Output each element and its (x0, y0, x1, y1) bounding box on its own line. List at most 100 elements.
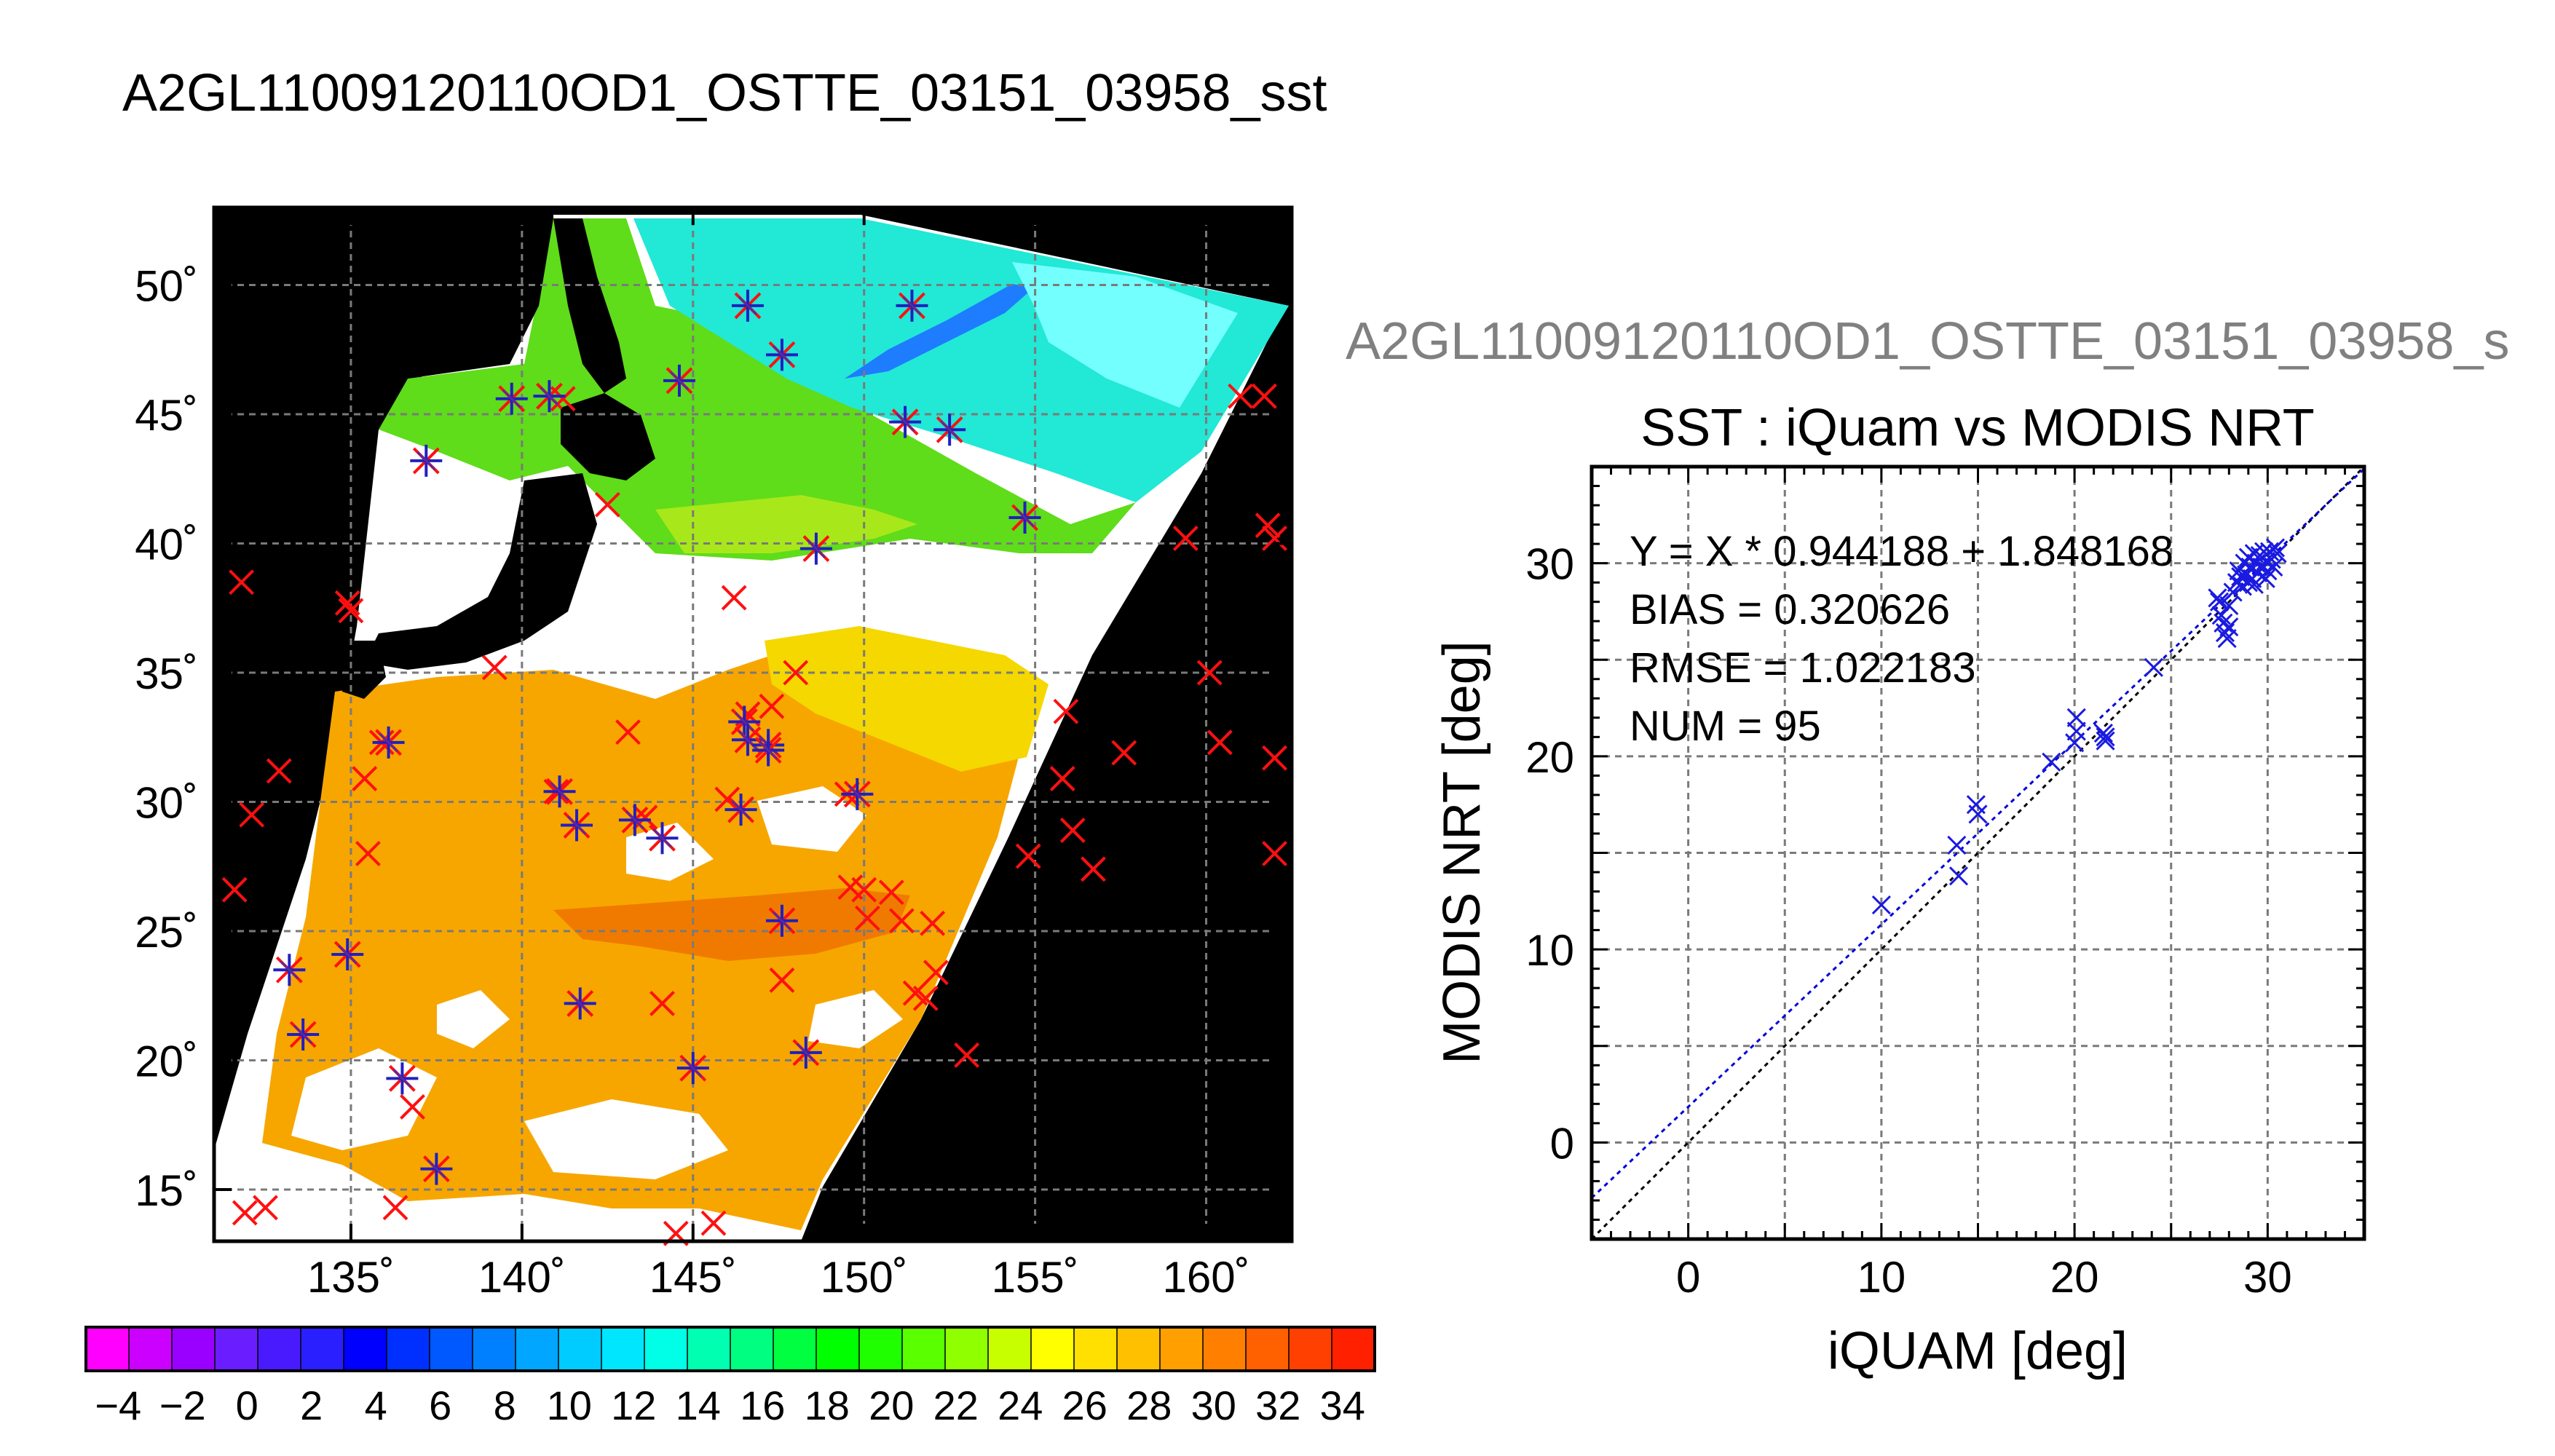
map-marker-red-x (1196, 660, 1223, 686)
land-kyushu (342, 641, 386, 699)
scatter-gridlines (1592, 467, 2364, 1239)
map-marker-red-x (721, 585, 747, 611)
map-marker-red-x (382, 1195, 408, 1221)
colorbar-cell (215, 1327, 258, 1371)
colorbar-cell (644, 1327, 688, 1371)
colorbar-cell (687, 1327, 731, 1371)
colorbar-cell (1289, 1327, 1332, 1371)
map-lat-label: 15˚ (135, 1166, 198, 1215)
map-markers (221, 289, 1287, 1246)
map-lat-label: 40˚ (135, 521, 198, 569)
colorbar-label: 16 (740, 1382, 785, 1428)
colorbar-label: 28 (1126, 1382, 1172, 1428)
map-marker-red-x (923, 960, 949, 986)
colorbar-label: 24 (998, 1382, 1043, 1428)
land-mainland (214, 207, 553, 699)
colorbar-label: 26 (1062, 1382, 1107, 1428)
colorbar-cell (1031, 1327, 1075, 1371)
land-honshu (364, 473, 597, 670)
scatter-point (2144, 657, 2163, 677)
colorbar-label: 4 (365, 1382, 387, 1428)
swath-south-darkorange (553, 888, 910, 961)
scatter-plot: SST : iQuam vs MODIS NRT 0 10 20 300102030 … (1433, 399, 2366, 1380)
scatter-xtick-label: 10 (1857, 1253, 1906, 1302)
scatter-xtick-label: 30 (2243, 1253, 2292, 1302)
scatter-point (2264, 557, 2283, 577)
map-marker-red-x (229, 569, 255, 596)
scatter-stat-line: BIAS = 0.320626 (1630, 586, 1950, 633)
colorbar-label: 6 (429, 1382, 451, 1428)
scatter-point (2259, 542, 2280, 561)
map-marker-red-x (649, 990, 675, 1016)
map-marker-red-x (888, 908, 915, 934)
map-marker-red-x (232, 1200, 258, 1226)
colorbar-cells (86, 1327, 1375, 1371)
colorbar-cell (730, 1327, 774, 1371)
figure-title: A2GL11009120110OD1_OSTTE_03151_03958_sst (122, 64, 1327, 122)
scatter-point (2265, 538, 2286, 558)
map-marker-star (663, 364, 695, 397)
map-marker-star (789, 1036, 822, 1069)
map-marker-red-x (1053, 698, 1079, 724)
map-lon-label: 140˚ (478, 1253, 566, 1302)
colorbar: −4 −2 0 2 4 6 8 10 12 14 16 18 20 22 24 26 28 30 32 34 (84, 1326, 1376, 1428)
map-lon-label: 145˚ (649, 1253, 737, 1302)
map-marker-star (731, 289, 764, 322)
colorbar-cell (601, 1327, 645, 1371)
map-marker-red-x (239, 802, 265, 828)
map-marker-star (896, 289, 928, 322)
scatter-point (2223, 582, 2243, 602)
colorbar-label: 34 (1320, 1382, 1365, 1428)
scatter-point (2238, 573, 2258, 593)
scatter-ytick-label: 30 (1525, 540, 1574, 589)
swath-cloud-6 (808, 990, 903, 1048)
swath-north-blue (845, 284, 1034, 379)
colorbar-label: −4 (95, 1382, 141, 1428)
colorbar-cell (387, 1327, 430, 1371)
colorbar-label: 20 (869, 1382, 914, 1428)
colorbar-cell (301, 1327, 344, 1371)
colorbar-label: 30 (1191, 1382, 1236, 1428)
map-marker-red-x (1262, 745, 1287, 771)
colorbar-label: 10 (547, 1382, 592, 1428)
scatter-point (2096, 731, 2115, 751)
scatter-xtick-label: 20 (2050, 1253, 2099, 1302)
scatter-ytick-label: 10 (1525, 926, 1574, 975)
map-marker-red-x (954, 1042, 980, 1068)
scatter-point (2219, 617, 2239, 637)
colorbar-label: 12 (611, 1382, 656, 1428)
map-ticks (214, 207, 1292, 1241)
map-marker-star (564, 987, 596, 1020)
map-lon-label: 160˚ (1162, 1253, 1249, 1302)
scatter-title: SST : iQuam vs MODIS NRT (1640, 399, 2315, 457)
scatter-stat-line: Y = X * 0.944188 + 1.848168 (1630, 528, 2173, 575)
map-marker-star (646, 822, 679, 855)
scatter-xtick-label: 0 (1676, 1253, 1700, 1302)
map-marker-star (495, 382, 528, 415)
map-marker-red-x (1015, 843, 1041, 869)
colorbar-label: 8 (494, 1382, 516, 1428)
colorbar-label: 18 (805, 1382, 850, 1428)
map-marker-red-x (266, 758, 292, 784)
map-marker-red-x (221, 877, 248, 903)
scatter-point (2217, 629, 2237, 649)
map-marker-star (765, 904, 798, 937)
map-marker-red-x (1111, 740, 1137, 766)
scatter-xlabel: iQUAM [deg] (1828, 1322, 2128, 1380)
map-marker-star (533, 380, 566, 413)
swath-cloud-5 (437, 990, 510, 1048)
sst-map: 135˚ 140˚ 145˚ 150˚ 155˚ 160˚ 50˚ 45˚ 40˚ 35˚ 30˚ 2… (135, 205, 1294, 1302)
map-marker-red-x (1049, 766, 1075, 791)
figure-subtitle: A2GL11009120110OD1_OSTTE_03151_03958_s (1346, 312, 2510, 371)
map-marker-red-x (1207, 729, 1233, 756)
colorbar-cell (1074, 1327, 1118, 1371)
map-marker-star (841, 778, 874, 810)
colorbar-cell (1160, 1327, 1204, 1371)
colorbar-label: 14 (676, 1382, 721, 1428)
map-marker-red-x (338, 598, 364, 624)
map-marker-red-x (1255, 513, 1281, 539)
map-lat-label: 35˚ (135, 649, 198, 698)
map-marker-red-x (851, 877, 877, 903)
scatter-point (2211, 606, 2231, 625)
